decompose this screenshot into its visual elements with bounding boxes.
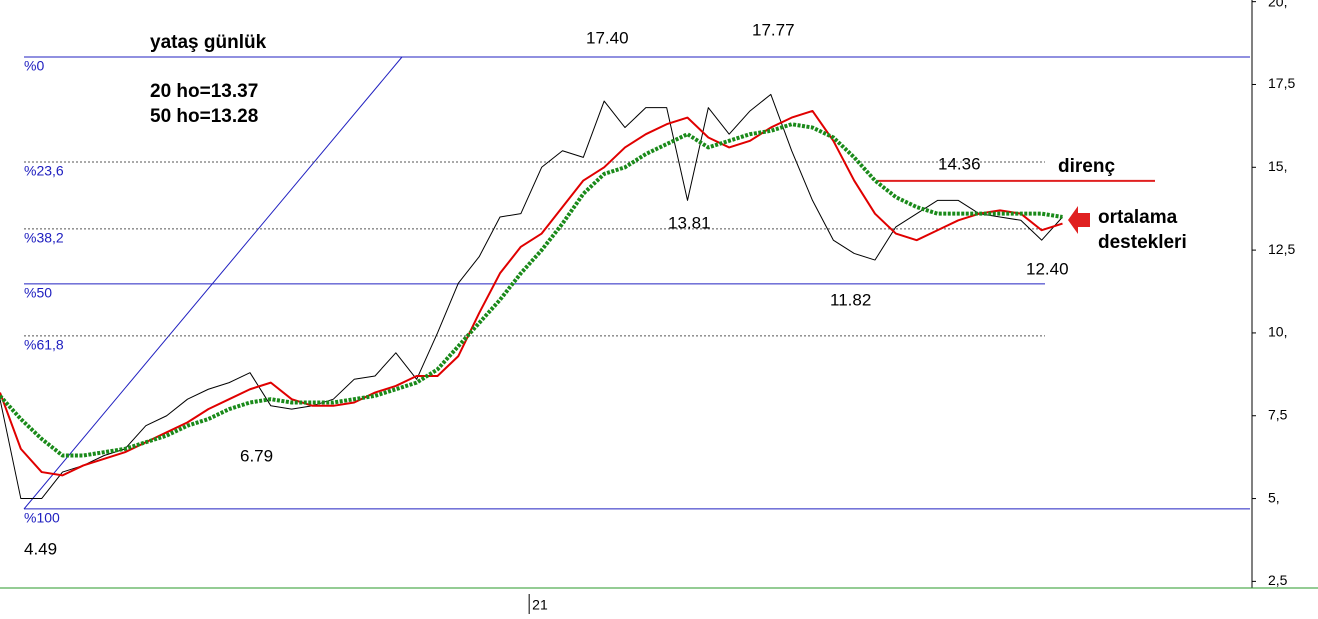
fib-label: %100 bbox=[24, 510, 60, 526]
fib-trend-line bbox=[23, 56, 403, 510]
fib-label: %0 bbox=[24, 58, 44, 74]
annotation: 17.40 bbox=[586, 28, 629, 47]
note: 50 ho=13.28 bbox=[150, 106, 258, 127]
note: 20 ho=13.37 bbox=[150, 81, 258, 102]
y-tick-label: 12,5 bbox=[1268, 241, 1295, 257]
moving-average-line bbox=[0, 109, 1063, 477]
annotation: 4.49 bbox=[24, 539, 57, 558]
annotation: 12.40 bbox=[1026, 259, 1069, 278]
annotation: ortalama bbox=[1098, 207, 1178, 228]
arrow bbox=[1068, 206, 1090, 234]
moving-average-line bbox=[0, 122, 1063, 458]
price-line bbox=[0, 93, 1063, 500]
x-tick-label: 21 bbox=[532, 597, 548, 613]
fib-label: %61,8 bbox=[24, 337, 64, 353]
fib-label: %23,6 bbox=[24, 163, 64, 179]
y-tick-label: 10, bbox=[1268, 324, 1287, 340]
y-tick-label: 5, bbox=[1268, 489, 1280, 505]
annotation: destekleri bbox=[1098, 232, 1187, 253]
annotation: 17.77 bbox=[752, 20, 795, 39]
y-tick-label: 17,5 bbox=[1268, 75, 1295, 91]
chart-title: yataş günlük bbox=[150, 32, 267, 53]
fib-label: %38,2 bbox=[24, 230, 64, 246]
y-tick-label: 7,5 bbox=[1268, 406, 1288, 422]
annotation: 13.81 bbox=[668, 213, 711, 232]
annotation: 14.36 bbox=[938, 154, 981, 173]
annotation: 11.82 bbox=[830, 290, 871, 309]
annotation: direnç bbox=[1058, 156, 1115, 177]
fib-label: %50 bbox=[24, 285, 52, 301]
y-tick-label: 20, bbox=[1268, 0, 1287, 10]
y-tick-label: 15, bbox=[1268, 158, 1287, 174]
annotation: 6.79 bbox=[240, 446, 273, 465]
y-tick-label: 2,5 bbox=[1268, 572, 1288, 588]
